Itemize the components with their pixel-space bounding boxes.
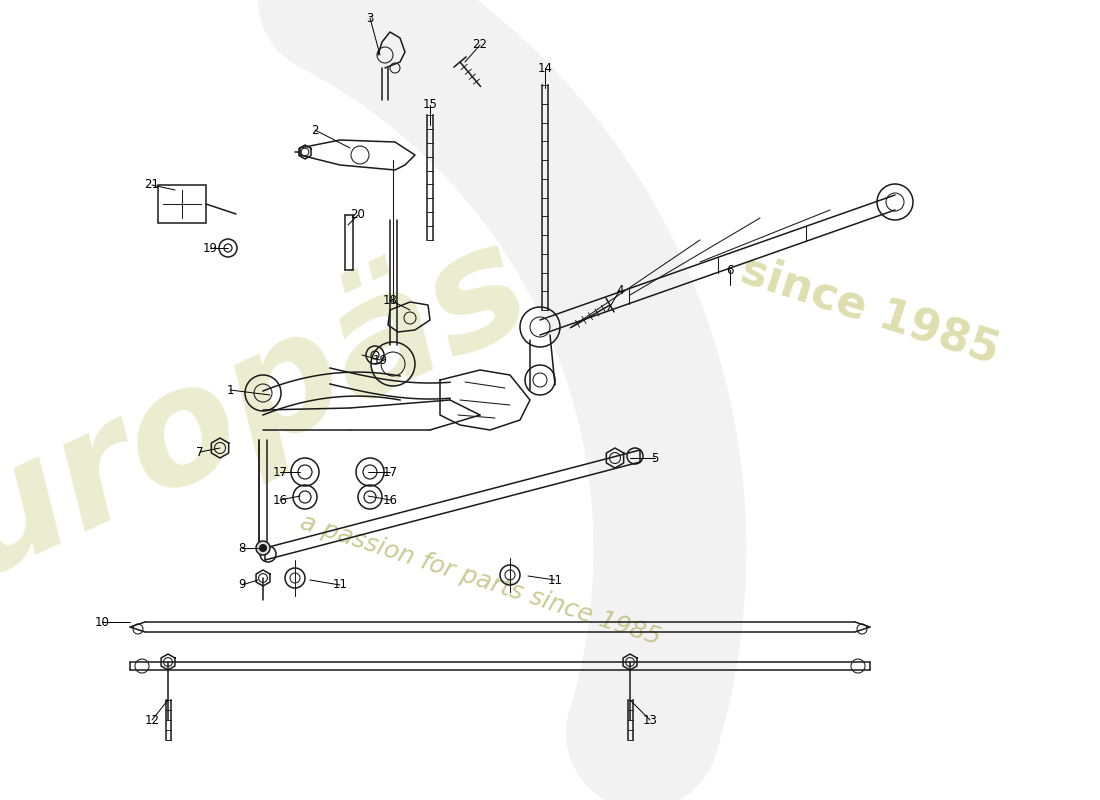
Circle shape (260, 545, 266, 551)
Text: 14: 14 (538, 62, 552, 74)
Text: 19: 19 (373, 354, 387, 366)
Text: 16: 16 (273, 494, 287, 506)
Text: europäs: europäs (0, 205, 553, 655)
Text: 5: 5 (651, 451, 659, 465)
Text: 1: 1 (227, 383, 233, 397)
Text: 16: 16 (383, 494, 397, 506)
Text: a passion for parts since 1985: a passion for parts since 1985 (297, 510, 663, 650)
Text: 11: 11 (548, 574, 562, 586)
Text: 17: 17 (383, 466, 397, 478)
Text: 4: 4 (616, 283, 624, 297)
Text: 20: 20 (351, 209, 365, 222)
Text: 21: 21 (144, 178, 159, 191)
Text: 11: 11 (332, 578, 348, 591)
Text: 3: 3 (366, 11, 374, 25)
Text: 8: 8 (239, 542, 245, 554)
Text: 2: 2 (311, 123, 319, 137)
Text: 13: 13 (642, 714, 658, 726)
Circle shape (256, 541, 270, 555)
Text: 12: 12 (144, 714, 159, 726)
Text: 9: 9 (239, 578, 245, 591)
Text: 15: 15 (422, 98, 438, 111)
Text: 10: 10 (95, 615, 109, 629)
Text: 6: 6 (726, 263, 734, 277)
Bar (158, 185, 206, 223)
Text: 22: 22 (473, 38, 487, 51)
Text: 19: 19 (202, 242, 218, 254)
Text: 7: 7 (196, 446, 204, 458)
Text: 17: 17 (273, 466, 287, 478)
Text: since 1985: since 1985 (735, 248, 1004, 372)
Text: 18: 18 (383, 294, 397, 306)
